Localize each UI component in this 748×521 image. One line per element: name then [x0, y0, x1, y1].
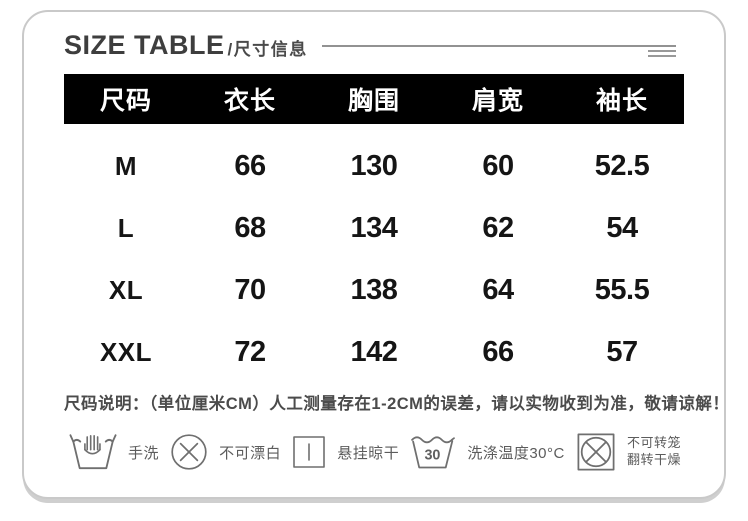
table-body: M 66 130 60 52.5 L 68 134 62 54 XL 70 13… — [64, 135, 684, 383]
cell-size: L — [117, 212, 135, 243]
care-instructions-row: 手洗 不可漂白 悬 — [64, 430, 684, 474]
cell-size: XL — [108, 274, 144, 305]
hand-wash-icon — [67, 430, 119, 474]
title-row: SIZE TABLE /尺寸信息 — [64, 30, 684, 61]
page-title: SIZE TABLE — [64, 30, 225, 60]
cell-shoulder: 62 — [482, 211, 514, 244]
cell-length: 66 — [234, 149, 266, 182]
table-row: M 66 130 60 52.5 — [64, 135, 684, 197]
title-rule-short-2 — [648, 54, 676, 57]
column-header-shoulder: 肩宽 — [471, 87, 524, 115]
cell-length: 68 — [234, 211, 266, 244]
wash-temp-icon: 30 — [408, 431, 458, 473]
table-row: XL 70 138 64 55.5 — [64, 259, 684, 321]
title-rule-short-1 — [648, 49, 676, 52]
cell-bust: 138 — [350, 273, 398, 306]
cell-shoulder: 66 — [482, 335, 514, 368]
care-label: 手洗 — [128, 444, 160, 462]
table-row: L 68 134 62 54 — [64, 197, 684, 259]
cell-length: 70 — [234, 273, 266, 306]
no-tumble-dry-icon — [574, 430, 618, 474]
care-item-no-bleach: 不可漂白 — [168, 431, 281, 473]
wash-temp-value: 30 — [425, 448, 441, 464]
care-item-hang-dry: 悬挂晾干 — [290, 433, 399, 471]
cell-shoulder: 64 — [482, 273, 514, 306]
hang-dry-icon — [290, 433, 328, 471]
care-label-line2: 翻转干燥 — [626, 452, 681, 467]
care-label-line1: 不可转笼 — [626, 435, 681, 451]
care-item-hand-wash: 手洗 — [67, 430, 159, 474]
care-item-no-tumble-dry: 不可转笼 翻转干燥 — [574, 430, 681, 474]
column-header-bust: 胸围 — [347, 87, 400, 115]
cell-sleeve: 55.5 — [594, 273, 650, 306]
care-item-wash-temp: 30 洗涤温度30°C — [408, 431, 565, 473]
cell-length: 72 — [234, 335, 266, 368]
column-header-length: 衣长 — [223, 87, 276, 115]
cell-sleeve: 54 — [606, 211, 638, 244]
size-card: SIZE TABLE /尺寸信息 尺码 衣长 胸围 肩宽 袖长 M 66 130… — [22, 10, 730, 499]
page-subtitle: /尺寸信息 — [227, 40, 308, 59]
cell-shoulder: 60 — [482, 149, 514, 182]
cell-size: XXL — [99, 336, 153, 367]
care-label: 不可漂白 — [219, 444, 282, 462]
care-label: 悬挂晾干 — [337, 444, 400, 462]
title-rule-decoration — [321, 35, 676, 57]
care-label: 不可转笼 翻转干燥 — [627, 435, 681, 469]
cell-bust: 130 — [350, 149, 398, 182]
table-row: XXL 72 142 66 57 — [64, 321, 684, 383]
cell-bust: 142 — [350, 335, 398, 368]
cell-bust: 134 — [350, 211, 398, 244]
cell-sleeve: 57 — [606, 335, 638, 368]
care-label: 洗涤温度30°C — [467, 444, 565, 462]
no-bleach-icon — [168, 431, 210, 473]
cell-sleeve: 52.5 — [594, 149, 650, 182]
column-header-size: 尺码 — [99, 87, 152, 115]
table-header: 尺码 衣长 胸围 肩宽 袖长 — [64, 74, 684, 124]
cell-size: M — [114, 150, 138, 181]
size-note: 尺码说明：（单位厘米CM）人工测量存在1-2CM的误差，请以实物收到为准，敬请谅… — [64, 395, 730, 413]
column-header-sleeve: 袖长 — [595, 87, 648, 115]
title-rule — [321, 44, 676, 47]
